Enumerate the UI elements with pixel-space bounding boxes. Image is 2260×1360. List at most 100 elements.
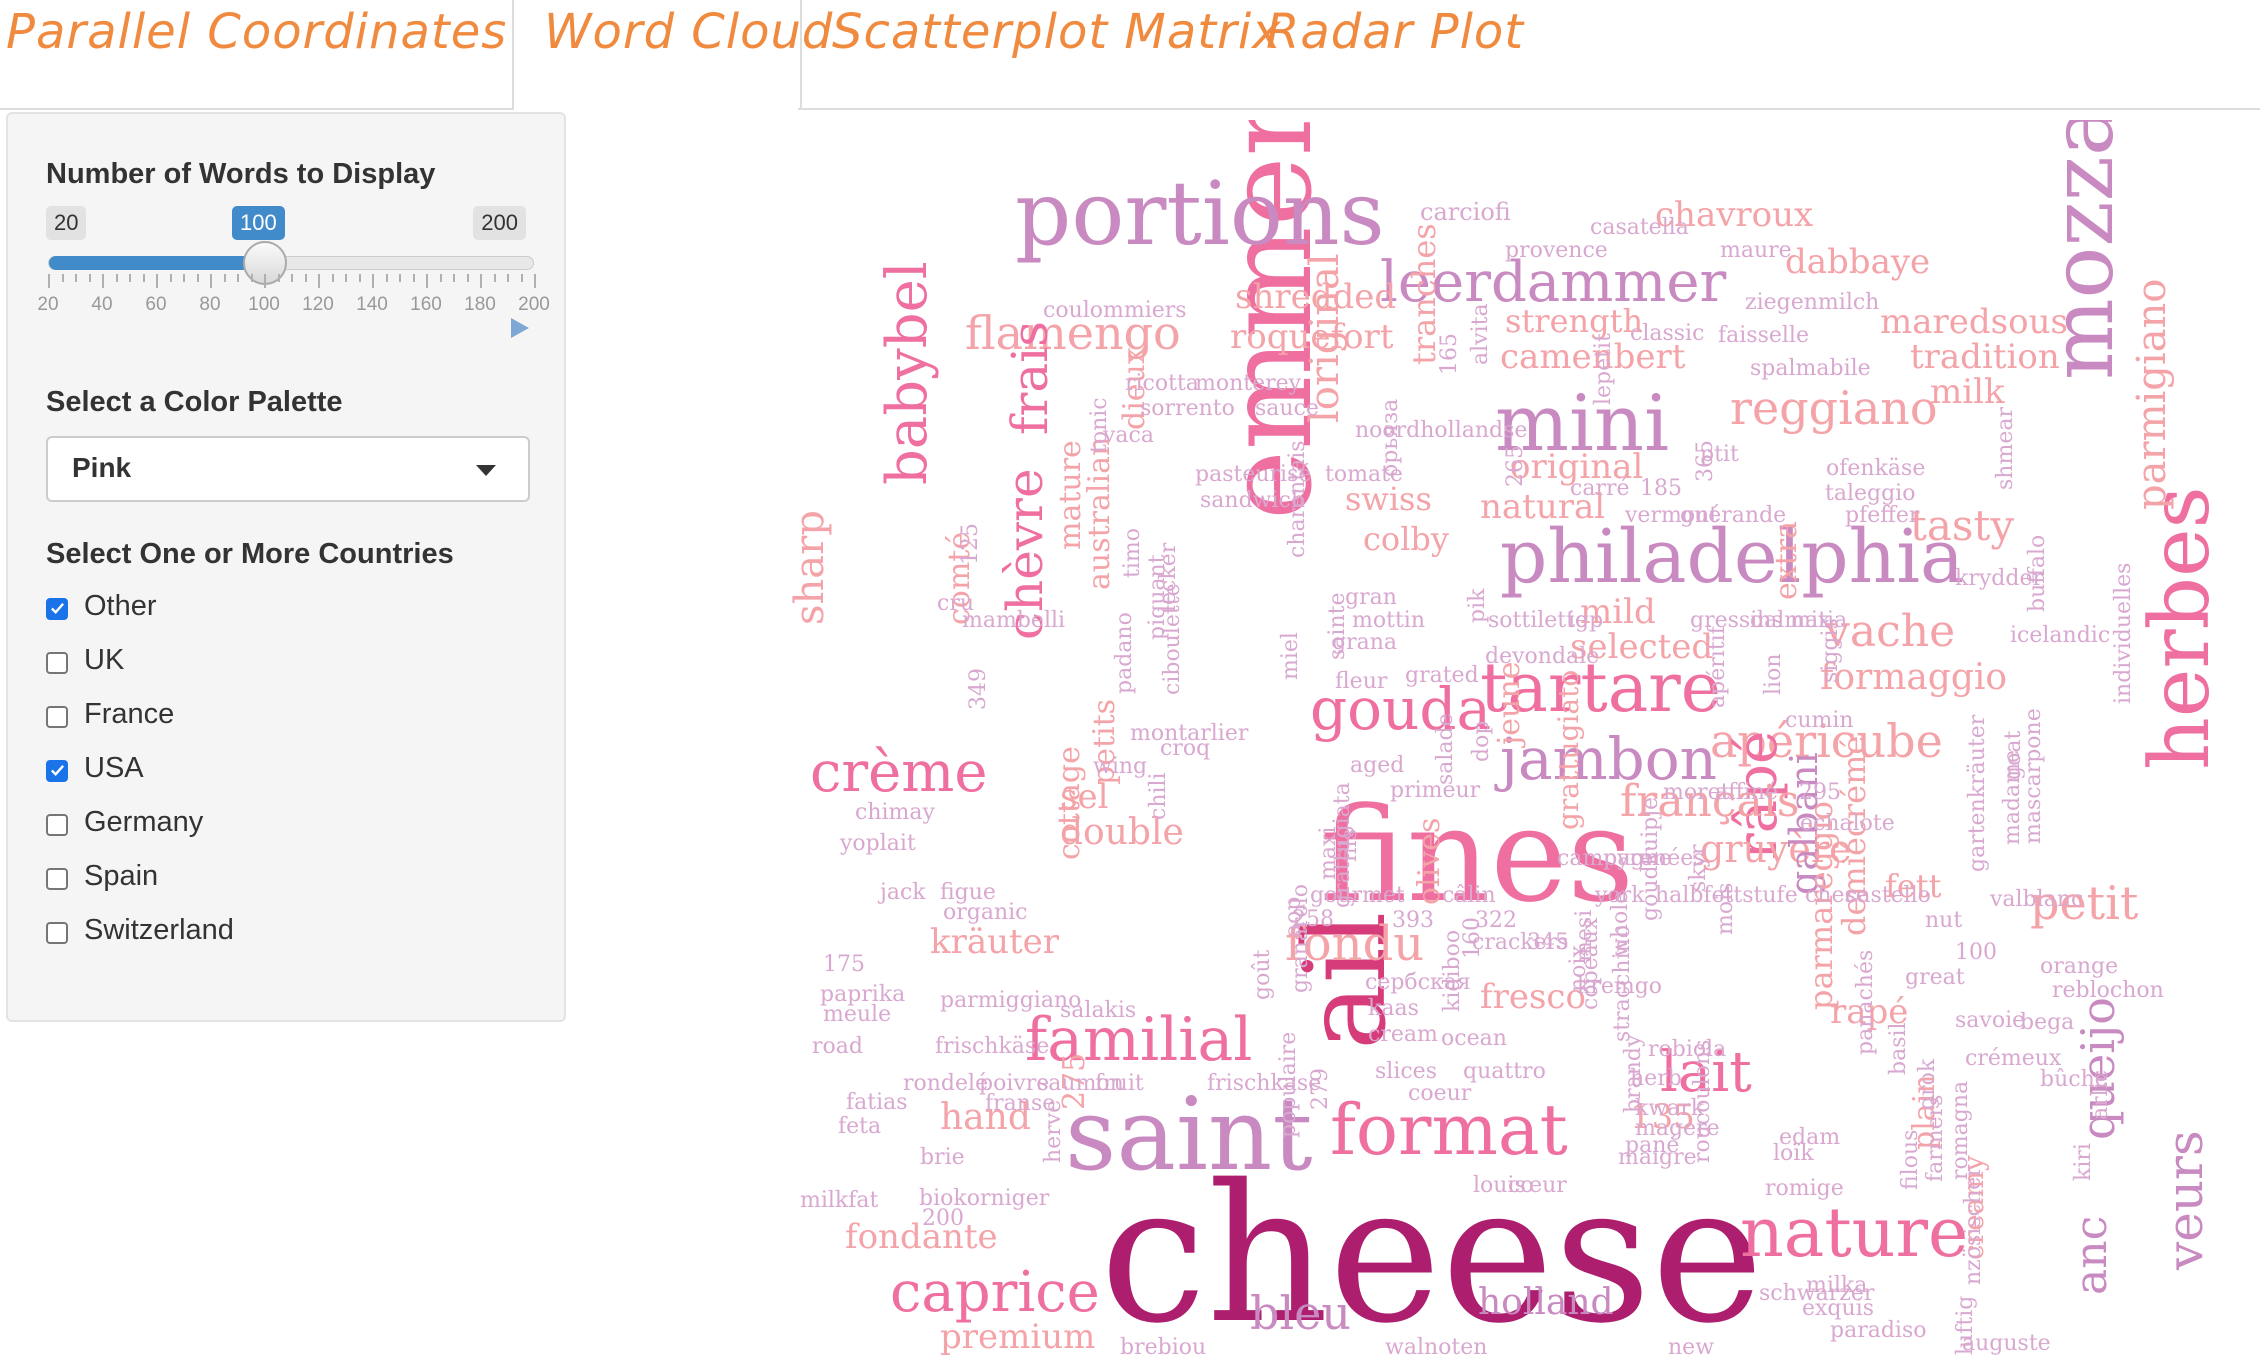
cloud-word-schwarzer[interactable]: schwarzer xyxy=(1759,1281,1875,1306)
cloud-word-165[interactable]: 165 xyxy=(1437,333,1462,375)
cloud-word-brandy[interactable]: brandy xyxy=(1621,1034,1646,1113)
cloud-word-magere[interactable]: magere xyxy=(1635,1116,1720,1141)
cloud-word-figue[interactable]: figue xyxy=(940,880,996,905)
cloud-word-roquefort[interactable]: roquefort xyxy=(1230,317,1394,357)
checkbox-icon[interactable] xyxy=(46,706,68,728)
cloud-word-ziegenmilch[interactable]: ziegenmilch xyxy=(1745,290,1880,315)
cloud-word-babybel[interactable]: babybel xyxy=(875,261,940,485)
cloud-word-lion[interactable]: lion xyxy=(1761,653,1786,696)
cloud-word-paprika[interactable]: paprika xyxy=(820,982,906,1007)
cloud-word-quattro[interactable]: quattro xyxy=(1463,1059,1546,1084)
cloud-word-salade[interactable]: salade xyxy=(1433,713,1458,785)
cloud-word-familial[interactable]: familial xyxy=(1025,1005,1253,1075)
checkbox-checked-icon[interactable] xyxy=(46,760,68,782)
cloud-word-cheese[interactable]: cheese xyxy=(1100,1144,1764,1360)
cloud-word-panachés[interactable]: panachés xyxy=(1853,949,1878,1055)
cloud-word-fondu[interactable]: fondu xyxy=(1285,916,1425,972)
cloud-word-herbes[interactable]: herbes xyxy=(2133,486,2228,770)
cloud-word-igp[interactable]: igp xyxy=(1568,608,1604,633)
cloud-word-maure[interactable]: maure xyxy=(1720,238,1792,263)
cloud-word-saumon[interactable]: saumon xyxy=(1037,1071,1124,1096)
checkbox-icon[interactable] xyxy=(46,922,68,944)
cloud-word-cumin[interactable]: cumin xyxy=(1785,708,1854,733)
cloud-word-alvita[interactable]: alvita xyxy=(1468,303,1493,365)
cloud-word-mix[interactable]: mix xyxy=(1790,608,1831,633)
cloud-word-double[interactable]: double xyxy=(1060,812,1184,853)
cloud-word-grana[interactable]: grana xyxy=(1332,630,1398,655)
cloud-word-roucoulons[interactable]: roucoulons xyxy=(1690,1039,1715,1163)
cloud-word-coulommiers[interactable]: coulommiers xyxy=(1043,298,1187,323)
cloud-word-portions[interactable]: portions xyxy=(1015,162,1385,265)
cloud-word-brebiou[interactable]: brebiou xyxy=(1120,1335,1207,1360)
cloud-word-bega[interactable]: bega xyxy=(2020,1010,2075,1035)
cloud-word-valblanc[interactable]: valblanc xyxy=(1990,887,2084,912)
cloud-word-sandwich[interactable]: sandwich xyxy=(1200,488,1306,513)
cloud-word-siggis[interactable]: siggis xyxy=(1818,618,1843,683)
cloud-word-populaire[interactable]: populaire xyxy=(1276,1031,1301,1138)
cloud-word-gourmet[interactable]: gourmet xyxy=(1310,883,1405,908)
cloud-word-fatias[interactable]: fatias xyxy=(846,1090,908,1115)
cloud-word-poivre[interactable]: poivre xyxy=(979,1071,1050,1096)
checkbox-icon[interactable] xyxy=(46,652,68,674)
cloud-word-camenbert[interactable]: camenbert xyxy=(1500,337,1686,377)
checkbox-icon[interactable] xyxy=(46,868,68,890)
cloud-word-pik[interactable]: pik xyxy=(1465,588,1490,623)
cloud-word-loïk[interactable]: loïk xyxy=(1773,1141,1814,1166)
cloud-word-biokorniger[interactable]: biokorniger xyxy=(919,1186,1050,1211)
cloud-word-kidiboo[interactable]: kidiboo xyxy=(1440,929,1465,1012)
cloud-word-fresco[interactable]: fresco xyxy=(1480,977,1586,1017)
cloud-word-reggiano[interactable]: reggiano xyxy=(1730,381,1938,435)
cloud-word-tasty[interactable]: tasty xyxy=(1910,501,2015,550)
cloud-word-grattugiata[interactable]: grattugiata xyxy=(1330,782,1355,908)
cloud-word-fines[interactable]: fines xyxy=(1320,779,1635,931)
cloud-word-frischkäse[interactable]: frischkäse xyxy=(935,1034,1050,1059)
cloud-word-monterey[interactable]: monterey xyxy=(1195,371,1302,396)
cloud-word-skyr[interactable]: skyr xyxy=(1686,844,1711,892)
cloud-word-322[interactable]: 322 xyxy=(1475,908,1517,933)
cloud-word-frischkase[interactable]: frischkase xyxy=(1207,1071,1322,1096)
cloud-word-milka[interactable]: milka xyxy=(1806,1273,1868,1298)
cloud-word-arlic[interactable]: arlic xyxy=(2088,1069,2113,1120)
cloud-word-brie[interactable]: brie xyxy=(920,1145,965,1170)
cloud-word-135[interactable]: 135 xyxy=(1630,1097,1695,1137)
cloud-word-caprice[interactable]: caprice xyxy=(890,1260,1100,1325)
cloud-word-leerdammer[interactable]: leerdammer xyxy=(1380,250,1727,315)
cloud-word-edam[interactable]: edam xyxy=(1779,1125,1841,1150)
cloud-word-dop[interactable]: dop xyxy=(1469,720,1494,762)
cloud-word-cœur[interactable]: cœur xyxy=(1508,1173,1567,1198)
cloud-word-strength[interactable]: strength xyxy=(1505,302,1644,340)
cloud-word-croq[interactable]: croq xyxy=(1160,736,1211,761)
cloud-word-goudkuipje[interactable]: goudkuipje xyxy=(1638,796,1663,921)
cloud-word-français[interactable]: français xyxy=(1620,776,1800,827)
cloud-word-format[interactable]: format xyxy=(1330,1089,1568,1171)
cloud-word-dalmatia[interactable]: dalmatia xyxy=(1750,608,1848,633)
cloud-word-279[interactable]: 279 xyxy=(1308,1068,1333,1110)
cloud-word-tomate[interactable]: tomate xyxy=(1325,462,1403,487)
cloud-word-goût[interactable]: goût xyxy=(1250,949,1275,1000)
cloud-word-bleu[interactable]: bleu xyxy=(1250,1286,1352,1340)
cloud-word-swiss[interactable]: swiss xyxy=(1345,480,1432,518)
cloud-word-padano[interactable]: padano xyxy=(1112,612,1137,694)
cloud-word-louis[interactable]: louis xyxy=(1473,1173,1526,1198)
cloud-word-tradition[interactable]: tradition xyxy=(1910,337,2060,377)
cloud-word-taleggio[interactable]: taleggio xyxy=(1825,481,1916,506)
cloud-word-stracchino[interactable]: stracchino xyxy=(1610,924,1635,1042)
cloud-word-salakis[interactable]: salakis xyxy=(1060,998,1137,1023)
cloud-word-formaggio[interactable]: formaggio xyxy=(1820,657,2008,698)
cloud-word-australian[interactable]: australian xyxy=(1082,436,1117,590)
cloud-word-auguste[interactable]: auguste xyxy=(1962,1331,2051,1356)
cloud-word-365[interactable]: 365 xyxy=(1693,440,1718,482)
cloud-word-crémeux[interactable]: crémeux xyxy=(1965,1046,2062,1071)
cloud-word-primeur[interactable]: primeur xyxy=(1390,778,1481,803)
cloud-word-timo[interactable]: timo xyxy=(1120,528,1145,578)
cloud-word-meule[interactable]: meule xyxy=(823,1002,892,1027)
cloud-word-milk[interactable]: milk xyxy=(1930,372,2005,412)
cloud-word-nut[interactable]: nut xyxy=(1925,908,1963,933)
cloud-word-copeaux[interactable]: copeaux xyxy=(1578,917,1603,1010)
cloud-word-tartare[interactable]: tartare xyxy=(1480,649,1721,728)
cloud-word-veurs[interactable]: veurs xyxy=(2156,1130,2214,1270)
cloud-word-sainte[interactable]: sainte xyxy=(1325,592,1350,660)
cloud-word-franse[interactable]: franse xyxy=(985,1091,1056,1116)
cloud-word-herve[interactable]: herve xyxy=(1041,1099,1066,1163)
cloud-word-carciofi[interactable]: carciofi xyxy=(1420,198,1511,226)
